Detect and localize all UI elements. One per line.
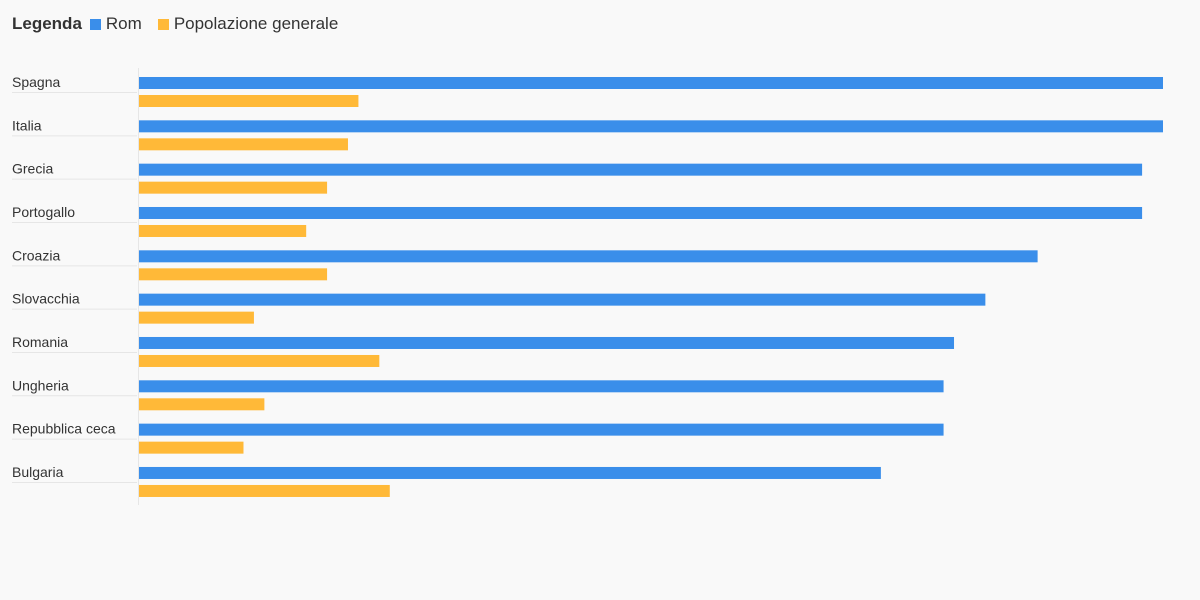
legend-swatch-rom: [89, 18, 101, 30]
bar-popolazione-generale-repubblica-ceca[interactable]: [139, 441, 244, 454]
bar-popolazione-generale-italia[interactable]: [139, 138, 348, 151]
category-label-bulgaria: Bulgaria: [12, 464, 64, 480]
bar-popolazione-generale-croazia[interactable]: [139, 268, 328, 281]
legend-swatch-popolazione-generale: [157, 18, 169, 30]
bar-rom-romania[interactable]: [139, 336, 955, 349]
category-label-slovacchia: Slovacchia: [12, 291, 80, 307]
legend-title: Legenda: [12, 14, 82, 33]
bar-rom-italia[interactable]: [139, 120, 1163, 133]
category-label-romania: Romania: [12, 334, 68, 350]
bar-popolazione-generale-ungheria[interactable]: [139, 398, 265, 411]
category-label-portogallo: Portogallo: [12, 204, 75, 220]
bar-rom-portogallo[interactable]: [139, 206, 1143, 219]
category-label-croazia: Croazia: [12, 247, 60, 263]
legend-label-rom: Rom: [105, 14, 142, 33]
bar-rom-grecia[interactable]: [139, 163, 1143, 176]
bar-rom-spagna[interactable]: [139, 77, 1163, 89]
bar-popolazione-generale-bulgaria[interactable]: [139, 484, 390, 497]
category-label-italia: Italia: [12, 117, 42, 133]
category-label-repubblica-ceca: Repubblica ceca: [12, 421, 116, 437]
bar-popolazione-generale-spagna[interactable]: [139, 95, 359, 107]
legend-label-popolazione-generale: Popolazione generale: [173, 14, 339, 33]
bar-popolazione-generale-romania[interactable]: [139, 354, 380, 367]
legend-item-popolazione-generale[interactable]: Popolazione generale: [157, 14, 339, 34]
bar-rom-repubblica-ceca[interactable]: [139, 423, 944, 436]
bar-popolazione-generale-slovacchia[interactable]: [139, 311, 254, 324]
bar-rom-croazia[interactable]: [139, 250, 1038, 263]
legend: Legenda Rom Popolazione generale: [12, 13, 354, 35]
bar-rom-bulgaria[interactable]: [139, 466, 881, 479]
bar-rom-ungheria[interactable]: [139, 380, 944, 393]
legend-item-rom[interactable]: Rom: [89, 14, 142, 34]
bar-popolazione-generale-grecia[interactable]: [139, 181, 328, 194]
category-label-spagna: Spagna: [12, 74, 60, 90]
category-label-ungheria: Ungheria: [12, 377, 69, 393]
bar-rom-slovacchia[interactable]: [139, 293, 986, 306]
bar-popolazione-generale-portogallo[interactable]: [139, 224, 307, 237]
category-label-grecia: Grecia: [12, 161, 53, 177]
